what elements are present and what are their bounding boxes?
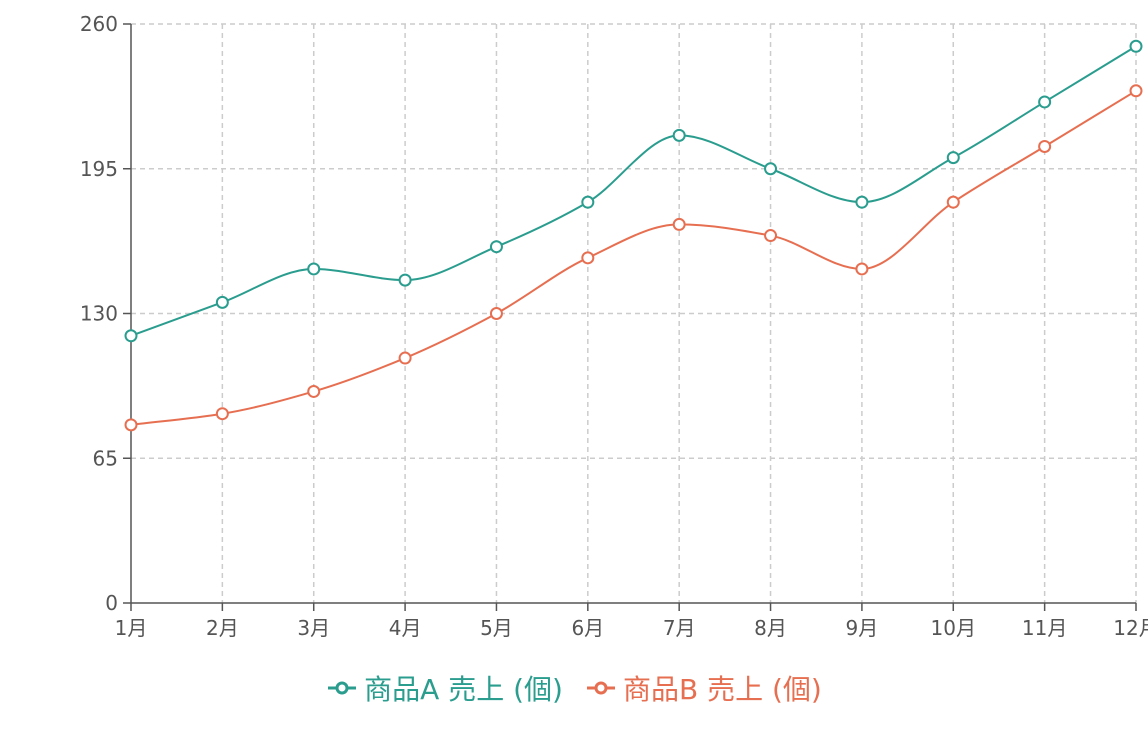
y-tick-label: 65	[93, 446, 118, 470]
y-tick-label: 260	[80, 12, 118, 36]
data-point-s1-9	[855, 195, 869, 209]
data-point-s1-7	[672, 128, 686, 142]
series-line-2	[130, 89, 1137, 426]
data-point-s1-12	[1129, 39, 1143, 53]
data-point-s1-5	[489, 240, 503, 254]
data-point-s2-2	[215, 407, 229, 421]
x-tick-label: 11月	[1022, 616, 1067, 640]
data-point-s2-4	[398, 351, 412, 365]
x-tick-label: 12月	[1113, 616, 1148, 640]
x-tick-label: 5月	[480, 616, 513, 640]
x-tick-label: 10月	[931, 616, 976, 640]
x-tick-label: 7月	[663, 616, 696, 640]
legend-label: 商品B 売上 (個)	[622, 673, 822, 706]
data-point-s2-8	[764, 229, 778, 243]
data-point-s1-4	[398, 273, 412, 287]
data-point-s2-10	[946, 195, 960, 209]
legend-swatch-marker	[335, 681, 349, 695]
x-tick-label: 8月	[754, 616, 787, 640]
data-point-s2-11	[1038, 139, 1052, 153]
data-point-s1-8	[764, 162, 778, 176]
data-point-s1-1	[124, 329, 138, 343]
data-point-s2-9	[855, 262, 869, 276]
legend-swatch-marker	[594, 681, 608, 695]
legend-item-2[interactable]: 商品B 売上 (個)	[585, 668, 822, 708]
x-tick-label: 1月	[115, 616, 148, 640]
x-tick-label: 2月	[206, 616, 239, 640]
data-point-s1-6	[581, 195, 595, 209]
data-point-s1-11	[1038, 95, 1052, 109]
data-point-s2-6	[581, 251, 595, 265]
chart-canvas: 0 65 130 195 260 1月 2月 3月 4月 5月 6月 7月 8月 9月 10月 11月 12月	[80, 12, 1148, 640]
chart-legend: 商品A 売上 (個) 商品B 売上 (個)	[0, 668, 1148, 708]
x-tick-label: 4月	[389, 616, 422, 640]
data-point-s1-3	[307, 262, 321, 276]
data-point-s1-2	[215, 295, 229, 309]
legend-swatch-icon	[586, 681, 615, 695]
legend-item-1[interactable]: 商品A 売上 (個)	[326, 668, 563, 708]
data-point-s2-7	[672, 217, 686, 231]
data-point-s2-1	[124, 418, 138, 432]
data-point-s2-3	[307, 384, 321, 398]
data-point-s2-12	[1129, 84, 1143, 98]
data-point-s1-10	[946, 151, 960, 165]
legend-swatch-icon	[328, 681, 357, 695]
x-tick-label: 3月	[297, 616, 330, 640]
x-tick-label: 6月	[571, 616, 604, 640]
x-tick-label: 9月	[846, 616, 879, 640]
series-line-1	[130, 45, 1137, 337]
y-tick-label: 0	[105, 591, 118, 615]
y-tick-label: 130	[80, 302, 118, 326]
data-point-s2-5	[489, 307, 503, 320]
legend-label: 商品A 売上 (個)	[364, 673, 563, 706]
y-tick-label: 195	[80, 157, 118, 181]
